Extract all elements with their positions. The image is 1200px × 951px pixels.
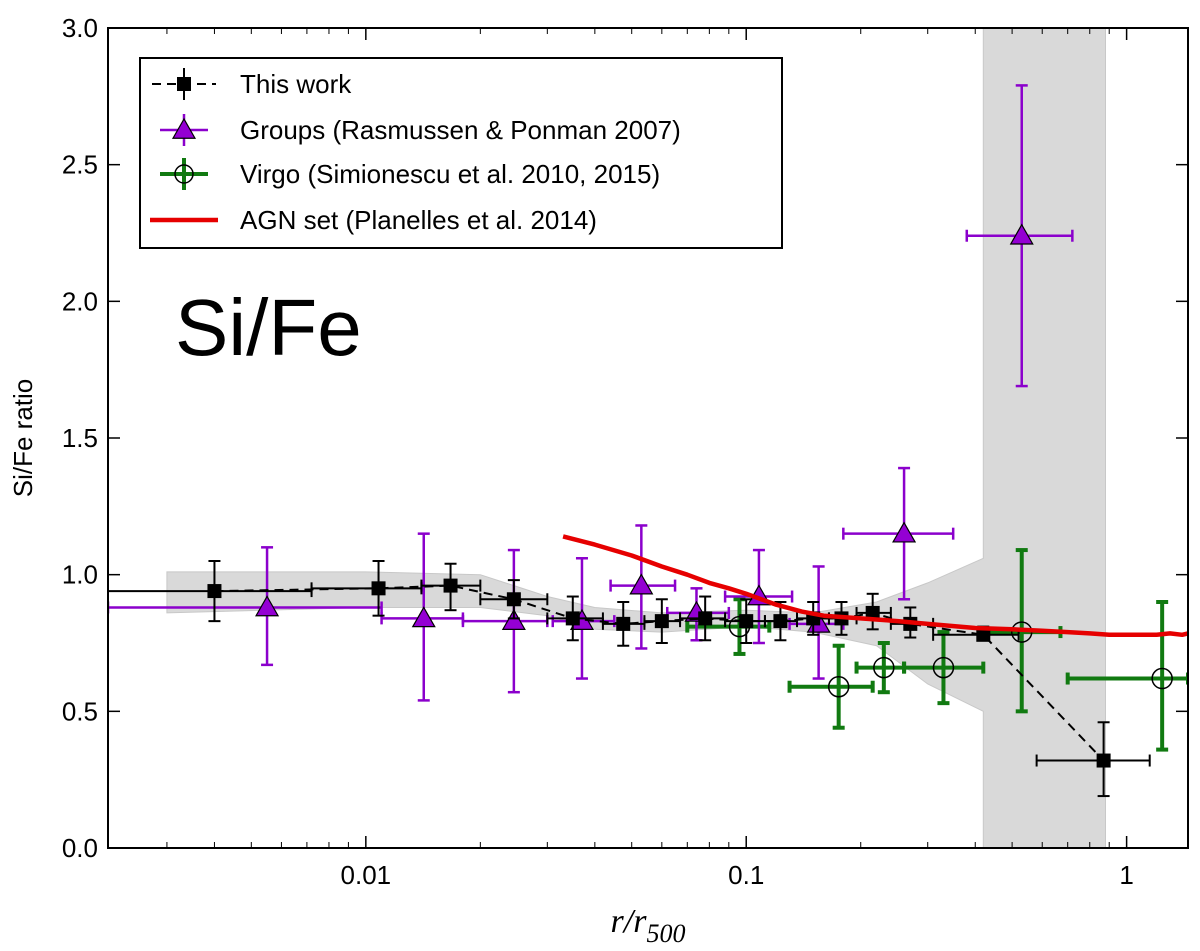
legend-label-agn: AGN set (Planelles et al. 2014) [240, 205, 597, 235]
virgo-point [1151, 667, 1173, 690]
plot-frame [107, 27, 1189, 849]
groups-point [411, 606, 436, 628]
this-work-point [616, 616, 631, 631]
annotation-label: Si/Fe [175, 283, 362, 372]
this-work-point [506, 592, 521, 607]
y-tick-label: 1.0 [62, 560, 98, 590]
y-tick-label: 0.0 [62, 833, 98, 863]
y-tick-label: 0.5 [62, 696, 98, 726]
virgo-point [932, 656, 955, 679]
legend: This work Groups (Rasmussen & Ponman 2007… [139, 57, 783, 249]
series-layer [108, 84, 1188, 798]
this-work-point [773, 614, 788, 629]
legend-label-virgo: Virgo (Simionescu et al. 2010, 2015) [240, 159, 660, 189]
legend-item-this-work: This work [152, 68, 352, 100]
legend-item-virgo: Virgo (Simionescu et al. 2010, 2015) [160, 158, 660, 190]
this-work-point [976, 627, 991, 642]
virgo-point [827, 675, 850, 698]
legend-label-groups: Groups (Rasmussen & Ponman 2007) [240, 115, 681, 145]
y-tick-label: 2.0 [62, 286, 98, 316]
virgo-point [873, 656, 895, 679]
groups-point [892, 521, 917, 543]
tick-labels: 0.01 0.1 1 0.0 0.5 1.0 1.5 2.0 2.5 3.0 [62, 13, 1134, 890]
this-work-point [698, 611, 713, 626]
legend-item-groups: Groups (Rasmussen & Ponman 2007) [160, 114, 681, 146]
this-work-point [443, 578, 458, 593]
groups-point [501, 608, 526, 630]
x-tick-label: 1 [1119, 860, 1133, 890]
agn-line [562, 534, 1188, 638]
legend-this-work-marker [177, 77, 191, 91]
y-tick-label: 3.0 [62, 13, 98, 43]
this-work-point [371, 581, 386, 596]
x-tick-label: 0.01 [341, 860, 392, 890]
series-groups [108, 84, 1074, 702]
this-work-point [565, 611, 580, 626]
this-work-point [207, 584, 222, 599]
groups-point [1009, 223, 1034, 245]
groups-point [629, 573, 654, 595]
legend-label-this-work: This work [240, 69, 352, 99]
y-axis-label: Si/Fe ratio [8, 379, 38, 498]
legend-virgo-marker [174, 164, 194, 184]
this-work-point [1096, 753, 1111, 768]
x-tick-label: 0.1 [728, 860, 764, 890]
legend-groups-marker [171, 117, 197, 139]
groups-point [255, 595, 280, 617]
y-tick-label: 1.5 [62, 423, 98, 453]
this-work-point [739, 614, 754, 629]
y-tick-label: 2.5 [62, 150, 98, 180]
legend-frame [139, 57, 783, 249]
legend-item-agn: AGN set (Planelles et al. 2014) [150, 205, 597, 235]
this-work-point [865, 605, 880, 620]
this-work-point [654, 614, 669, 629]
x-axis-label: r/r500 [611, 903, 686, 948]
